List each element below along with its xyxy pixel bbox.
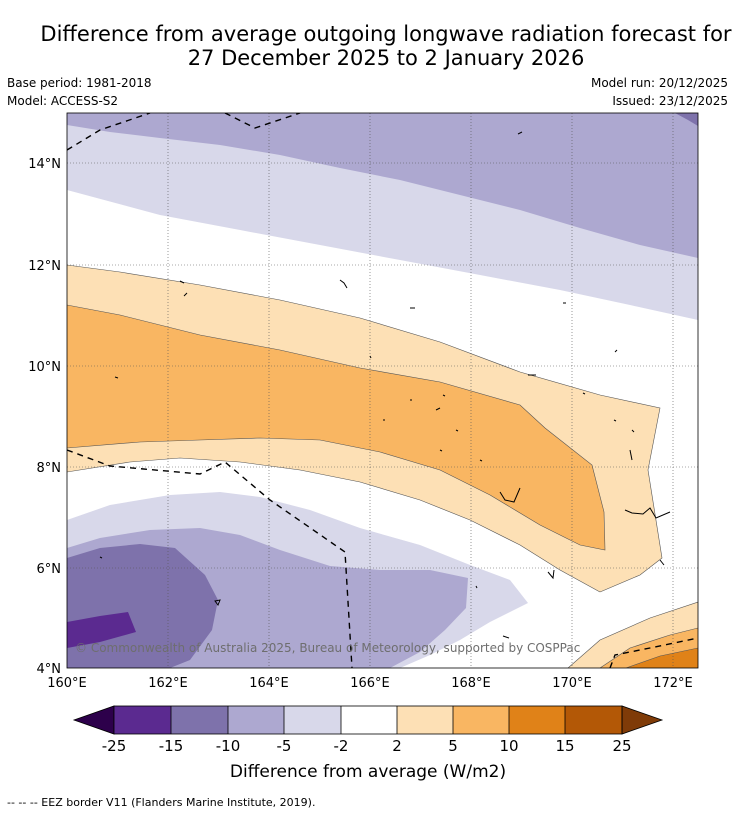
title-line-1: Difference from average outgoing longwav… bbox=[40, 22, 732, 46]
colorbar-label: -10 bbox=[216, 737, 241, 755]
lon-ticks: 160°E 162°E 164°E 166°E 168°E 170°E 172°… bbox=[47, 676, 693, 691]
base-period: Base period: 1981-2018 bbox=[7, 76, 152, 90]
colorbar-swatch bbox=[397, 706, 453, 734]
lon-tick: 164°E bbox=[249, 676, 289, 691]
title-line-2: 27 December 2025 to 2 January 2026 bbox=[187, 46, 585, 70]
lon-tick: 168°E bbox=[451, 676, 491, 691]
colorbar-swatch bbox=[228, 706, 284, 734]
lat-tick: 4°N bbox=[37, 662, 62, 677]
lon-tick: 172°E bbox=[653, 676, 693, 691]
contour-plus5 bbox=[67, 305, 605, 550]
contour-plus10-southeast bbox=[626, 648, 698, 668]
colorbar-swatch bbox=[171, 706, 228, 734]
lon-tick: 162°E bbox=[148, 676, 188, 691]
lon-tick: 160°E bbox=[47, 676, 87, 691]
eez-footnote: -- -- -- EEZ border V11 (Flanders Marine… bbox=[7, 796, 316, 809]
colorbar-swatch bbox=[565, 706, 622, 734]
colorbar-outline bbox=[113, 705, 623, 735]
lon-tick: 166°E bbox=[350, 676, 390, 691]
colorbar-swatch bbox=[509, 706, 565, 734]
colorbar-label: -2 bbox=[334, 737, 349, 755]
colorbar-label: -15 bbox=[159, 737, 184, 755]
colorbar-label: 15 bbox=[555, 737, 574, 755]
colorbar-label: 10 bbox=[499, 737, 518, 755]
meta-left: Base period: 1981-2018 Model: ACCESS-S2 bbox=[7, 74, 152, 110]
lat-ticks: 14°N 12°N 10°N 8°N 6°N 4°N bbox=[28, 157, 61, 677]
colorbar-under-arrow bbox=[72, 705, 115, 735]
colorbar-label: -5 bbox=[277, 737, 292, 755]
colorbar-swatch bbox=[114, 706, 171, 734]
lat-tick: 14°N bbox=[28, 157, 61, 172]
graticule bbox=[67, 113, 698, 668]
lat-tick: 8°N bbox=[37, 461, 62, 476]
lon-tick: 170°E bbox=[552, 676, 592, 691]
colorbar-label: -25 bbox=[102, 737, 127, 755]
eez-borders bbox=[67, 113, 698, 668]
map-title: Difference from average outgoing longwav… bbox=[0, 22, 736, 70]
colorbar-swatch bbox=[453, 706, 509, 734]
model-name: Model: ACCESS-S2 bbox=[7, 94, 119, 108]
meta-right: Model run: 20/12/2025 Issued: 23/12/2025 bbox=[591, 74, 728, 110]
copyright-notice: © Commonwealth of Australia 2025, Bureau… bbox=[75, 641, 580, 655]
contour-minus15-north bbox=[675, 113, 698, 126]
colorbar-over-arrow bbox=[621, 705, 664, 735]
colorbar-swatch bbox=[341, 706, 397, 734]
map-frame bbox=[66, 112, 699, 669]
issued-date: Issued: 23/12/2025 bbox=[612, 94, 728, 108]
colorbar-label: 5 bbox=[448, 737, 458, 755]
model-run: Model run: 20/12/2025 bbox=[590, 76, 728, 90]
colorbar-label: 2 bbox=[392, 737, 402, 755]
colorbar-title: Difference from average (W/m2) bbox=[229, 762, 507, 782]
lat-tick: 12°N bbox=[28, 259, 61, 274]
contour-lines bbox=[67, 264, 698, 668]
contour-minus25-south bbox=[67, 612, 136, 648]
lat-tick: 10°N bbox=[28, 360, 61, 375]
colorbar: -25 -15 -10 -5 -2 2 5 10 15 25 bbox=[72, 705, 664, 755]
colorbar-label: 25 bbox=[612, 737, 631, 755]
lat-tick: 6°N bbox=[37, 562, 62, 577]
map-canvas: © Commonwealth of Australia 2025, Bureau… bbox=[28, 112, 699, 755]
colorbar-dividers bbox=[170, 706, 566, 734]
islands bbox=[99, 131, 671, 639]
contour-minus10-north bbox=[67, 113, 698, 258]
colorbar-swatch bbox=[284, 706, 341, 734]
anomaly-field: © Commonwealth of Australia 2025, Bureau… bbox=[67, 113, 698, 668]
